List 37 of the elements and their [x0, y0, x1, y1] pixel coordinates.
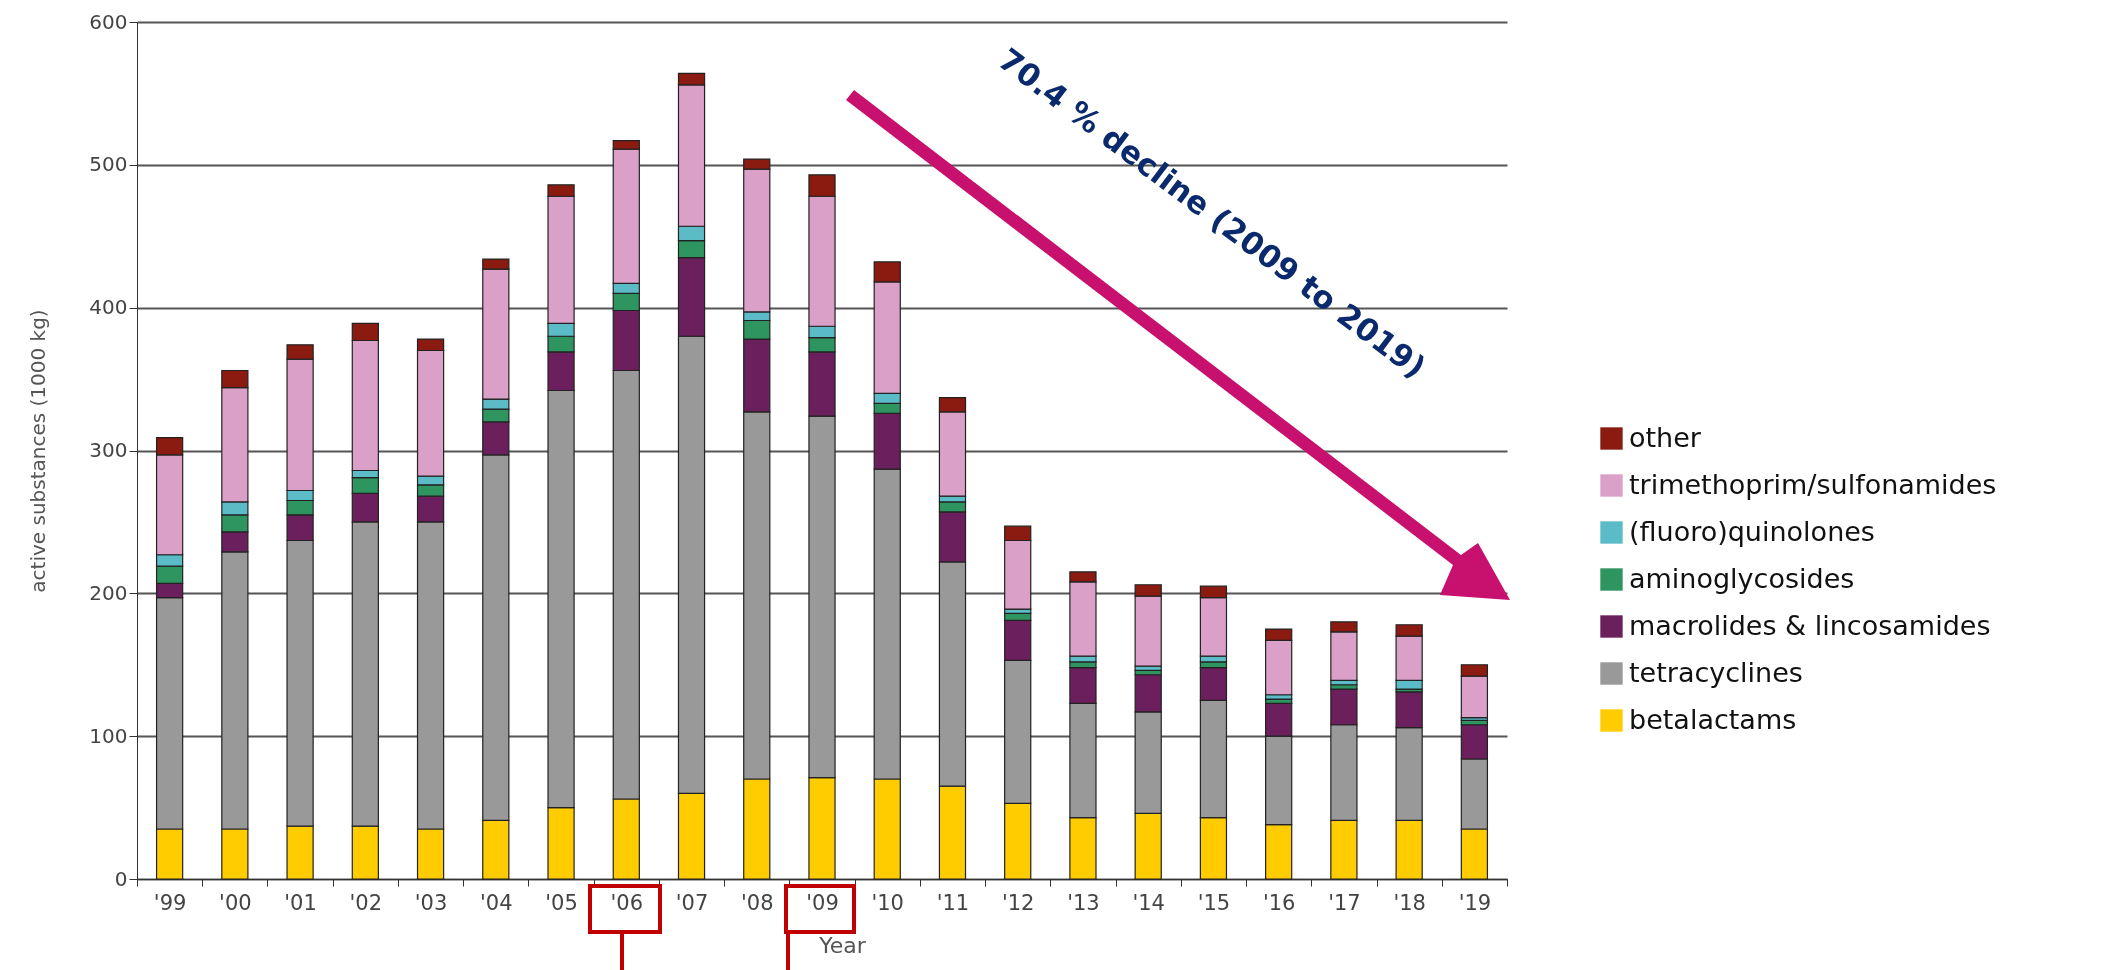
x-tick-label: '13 — [1067, 890, 1100, 915]
x-tick-label: '02 — [349, 890, 383, 915]
x-tick-label: '19 — [1458, 890, 1492, 915]
x-tick-label: '17 — [1328, 890, 1361, 915]
x-tick-label: '09 — [806, 890, 839, 915]
x-tick-label: '12 — [1001, 890, 1035, 915]
x-tick-label: '99 — [153, 890, 187, 915]
y-tick-label: 400 — [89, 295, 128, 320]
x-tick-label: '11 — [936, 890, 970, 915]
y-tick-label: 500 — [89, 152, 128, 177]
x-tick-label: '18 — [1393, 890, 1426, 915]
legend-label: trimethoprim/sulfonamides — [1629, 468, 1997, 500]
x-axis-title: Year — [818, 932, 867, 958]
x-tick-label: '10 — [871, 890, 904, 915]
legend-label: macrolides & lincosamides — [1629, 609, 1991, 641]
legend-label: (fluoro)quinolones — [1629, 515, 1875, 547]
y-tick-label: 200 — [89, 580, 128, 605]
x-tick-label: '03 — [414, 890, 448, 915]
x-tick-label: '00 — [219, 890, 252, 915]
y-tick-label: 0 — [114, 866, 128, 891]
legend-label: other — [1629, 421, 1702, 453]
x-tick-label: '08 — [741, 890, 774, 915]
legend-label: betalactams — [1629, 703, 1797, 735]
x-tick-label: '07 — [675, 890, 709, 915]
x-tick-label: '01 — [284, 890, 317, 915]
legend-label: tetracyclines — [1629, 656, 1803, 688]
x-tick-label: '06 — [610, 890, 644, 915]
legend-label: aminoglycosides — [1629, 562, 1855, 594]
y-axis-title: active substances (1000 kg) — [26, 309, 51, 593]
y-tick-label: 100 — [89, 723, 128, 748]
y-tick-label: 300 — [89, 438, 128, 462]
x-tick-label: '15 — [1197, 890, 1231, 915]
y-tick-label: 600 — [89, 9, 128, 34]
x-tick-label: '05 — [545, 890, 578, 915]
x-tick-label: '14 — [1132, 890, 1165, 915]
x-tick-label: '04 — [480, 890, 513, 915]
x-tick-label: '16 — [1262, 890, 1296, 915]
